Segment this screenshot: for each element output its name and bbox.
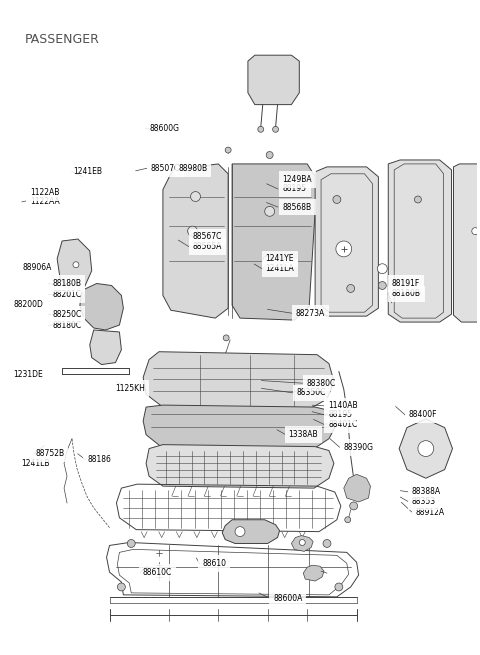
Circle shape bbox=[300, 540, 305, 546]
Circle shape bbox=[323, 540, 331, 548]
Text: 88401C: 88401C bbox=[328, 420, 358, 429]
Circle shape bbox=[336, 241, 352, 257]
Circle shape bbox=[258, 126, 264, 132]
Circle shape bbox=[118, 583, 125, 591]
Polygon shape bbox=[291, 536, 313, 552]
Text: 1122AA: 1122AA bbox=[30, 197, 60, 206]
Polygon shape bbox=[146, 445, 334, 488]
Text: 88380C: 88380C bbox=[306, 379, 336, 388]
Polygon shape bbox=[315, 167, 378, 316]
Text: 88600A: 88600A bbox=[273, 593, 302, 603]
Text: 88980B: 88980B bbox=[179, 164, 207, 173]
Circle shape bbox=[223, 335, 229, 341]
Polygon shape bbox=[399, 419, 453, 478]
Text: 1122AB: 1122AB bbox=[30, 188, 60, 196]
Text: 1140AB: 1140AB bbox=[328, 402, 358, 410]
Text: 88752B: 88752B bbox=[35, 449, 64, 458]
Circle shape bbox=[263, 256, 273, 266]
Circle shape bbox=[335, 583, 343, 591]
Polygon shape bbox=[388, 160, 452, 322]
Circle shape bbox=[378, 282, 386, 290]
Text: 88390G: 88390G bbox=[343, 443, 373, 452]
Circle shape bbox=[350, 502, 358, 510]
Text: 1241YE: 1241YE bbox=[265, 254, 294, 263]
Polygon shape bbox=[303, 565, 324, 581]
Circle shape bbox=[188, 226, 197, 236]
Circle shape bbox=[266, 151, 273, 159]
Text: 1241EB: 1241EB bbox=[73, 167, 102, 176]
Text: 1241LB: 1241LB bbox=[21, 459, 49, 468]
Circle shape bbox=[414, 287, 421, 294]
Text: 88273A: 88273A bbox=[296, 309, 325, 318]
Circle shape bbox=[347, 284, 355, 292]
Circle shape bbox=[191, 192, 201, 202]
Circle shape bbox=[235, 527, 245, 536]
Circle shape bbox=[418, 441, 434, 457]
Text: 88200D: 88200D bbox=[13, 300, 43, 309]
Text: 88400F: 88400F bbox=[409, 411, 437, 419]
Circle shape bbox=[273, 126, 278, 132]
Polygon shape bbox=[248, 55, 300, 105]
Text: 88507C: 88507C bbox=[151, 164, 180, 173]
Circle shape bbox=[127, 540, 135, 548]
Circle shape bbox=[414, 196, 421, 203]
Text: 1241LA: 1241LA bbox=[265, 264, 294, 273]
Polygon shape bbox=[232, 164, 317, 320]
Circle shape bbox=[225, 147, 231, 153]
Polygon shape bbox=[454, 164, 480, 322]
Polygon shape bbox=[80, 284, 123, 330]
Text: 88906A: 88906A bbox=[23, 263, 52, 272]
Text: 1231DE: 1231DE bbox=[13, 369, 43, 379]
Text: 88610C: 88610C bbox=[143, 568, 172, 576]
Circle shape bbox=[377, 264, 387, 274]
Text: 88195: 88195 bbox=[328, 411, 352, 419]
Circle shape bbox=[472, 228, 479, 234]
Text: 1338AB: 1338AB bbox=[288, 430, 318, 439]
Text: 88180B: 88180B bbox=[52, 279, 81, 288]
Circle shape bbox=[345, 517, 351, 523]
Text: 88567C: 88567C bbox=[192, 233, 222, 241]
Circle shape bbox=[73, 262, 79, 268]
Text: 1249BA: 1249BA bbox=[283, 175, 312, 184]
Text: 88195: 88195 bbox=[283, 185, 307, 193]
Text: 88350C: 88350C bbox=[297, 388, 326, 398]
Text: 88180C: 88180C bbox=[52, 321, 81, 330]
Polygon shape bbox=[90, 330, 121, 365]
Text: 88912A: 88912A bbox=[416, 508, 444, 517]
Text: 88250C: 88250C bbox=[52, 310, 82, 319]
Text: 1125KH: 1125KH bbox=[116, 384, 145, 393]
Text: PASSENGER: PASSENGER bbox=[24, 33, 99, 47]
Text: 88180B: 88180B bbox=[392, 290, 421, 298]
Circle shape bbox=[264, 206, 275, 216]
Circle shape bbox=[333, 196, 341, 204]
Text: 88186: 88186 bbox=[87, 455, 111, 464]
Text: 88565A: 88565A bbox=[192, 242, 222, 251]
Polygon shape bbox=[163, 164, 228, 318]
Text: 88191F: 88191F bbox=[392, 279, 420, 288]
Text: 88610: 88610 bbox=[202, 559, 226, 569]
Polygon shape bbox=[143, 405, 337, 449]
Text: 88388A: 88388A bbox=[412, 487, 441, 496]
Polygon shape bbox=[57, 239, 92, 290]
Text: 88568B: 88568B bbox=[283, 202, 312, 212]
Polygon shape bbox=[143, 352, 334, 409]
Polygon shape bbox=[344, 474, 371, 502]
Text: 88201C: 88201C bbox=[52, 290, 81, 299]
Polygon shape bbox=[222, 520, 279, 544]
Text: 88600G: 88600G bbox=[150, 124, 180, 132]
Text: 88353: 88353 bbox=[412, 497, 436, 506]
